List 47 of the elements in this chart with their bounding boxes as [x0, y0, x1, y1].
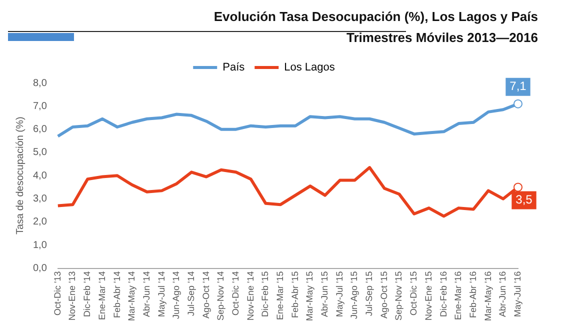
x-tick-label: Oct-Dic '15 — [408, 271, 419, 316]
x-tick-label: Mar-May '16 — [482, 271, 493, 322]
x-tick-label: Nov-Ene '15 — [423, 271, 434, 321]
x-tick-label: May-Jul '15 — [334, 271, 344, 318]
x-tick-label: Jul-Sep '14 — [186, 271, 196, 316]
x-tick-label: Jun-Ago '14 — [171, 271, 182, 320]
x-tick-label: Feb-Abr '14 — [112, 271, 122, 318]
x-tick-label: Dic-Feb '14 — [82, 271, 92, 318]
y-tick-label: 6,0 — [32, 124, 48, 136]
x-tick-label: Nov-Ene '14 — [245, 271, 256, 321]
x-tick-label: Feb-Abr '15 — [290, 271, 300, 318]
x-tick-label: Dic-Feb '16 — [438, 271, 448, 318]
x-tick-label: Feb-Abr '16 — [468, 271, 478, 318]
x-tick-label: Ago-Oct '15 — [378, 271, 389, 319]
legend-label: País — [222, 62, 246, 74]
x-tick-label: Jul-Sep '15 — [364, 271, 374, 316]
data-label: 3,5 — [516, 192, 533, 207]
y-tick-label: 4,0 — [32, 170, 48, 182]
x-tick-label: Nov-Ene '13 — [67, 271, 78, 321]
x-tick-label: Abr-Jun '16 — [498, 271, 508, 318]
y-axis-title: Tasa de desocupación (%) — [14, 116, 26, 235]
x-tick-label: May-Jul '16 — [512, 271, 522, 318]
x-tick-label: Ago-Oct '14 — [200, 271, 211, 319]
y-tick-label: 3,0 — [32, 194, 48, 205]
x-tick-label: Mar-May '14 — [126, 271, 137, 322]
y-tick-label: 1,0 — [32, 240, 48, 251]
x-tick-label: Oct-Dic '13 — [52, 271, 62, 316]
x-tick-label: Sep-Nov '14 — [216, 271, 226, 321]
x-tick-label: Jun-Ago '15 — [349, 271, 360, 320]
x-tick-label: Abr-Jun '14 — [141, 271, 152, 318]
y-tick-label: 2,0 — [32, 216, 48, 228]
x-tick-label: May-Jul '14 — [156, 271, 166, 318]
x-tick-label: Mar-May '15 — [304, 271, 315, 322]
legend-label: Los Lagos — [284, 62, 336, 74]
y-tick-label: 0,0 — [32, 263, 48, 274]
y-tick-label: 5,0 — [32, 147, 48, 158]
x-tick-label: Ene-Mar '16 — [453, 271, 464, 320]
data-label: 7,1 — [510, 79, 527, 94]
x-tick-label: Sep-Nov '15 — [394, 271, 404, 321]
x-tick-label: Dic-Feb '15 — [260, 271, 270, 318]
x-tick-label: Ene-Mar '14 — [96, 271, 107, 320]
x-tick-label: Ene-Mar '15 — [275, 271, 286, 320]
x-tick-label: Oct-Dic '14 — [230, 271, 240, 316]
x-tick-label: Abr-Jun '15 — [320, 271, 330, 318]
chart-title: Evolución Tasa Desocupación (%), Los Lagos y País Trimestres Móviles 2013—2016 — [212, 8, 538, 47]
y-tick-label: 7,0 — [32, 100, 48, 112]
y-tick-label: 8,0 — [32, 78, 48, 89]
